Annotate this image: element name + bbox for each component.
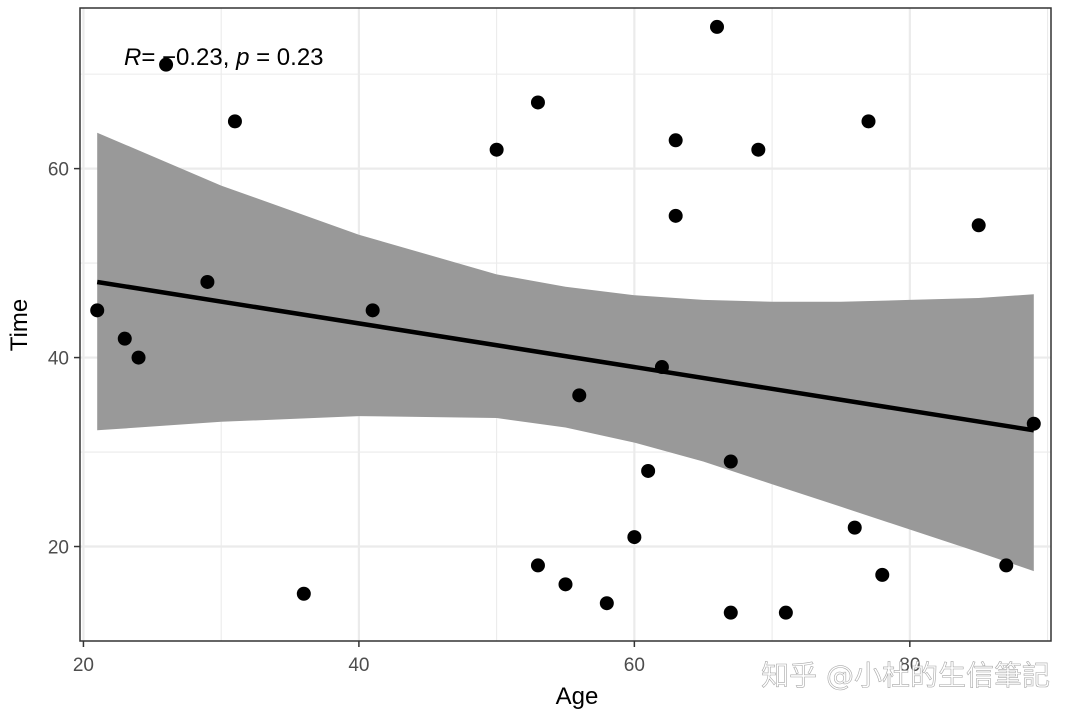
data-point [131, 350, 146, 365]
data-point [641, 463, 656, 478]
data-point [778, 605, 793, 620]
data-point [847, 520, 862, 535]
data-point [572, 388, 587, 403]
data-point [627, 530, 642, 545]
x-tick-label: 80 [899, 655, 920, 676]
data-point [723, 454, 738, 469]
data-point [710, 19, 725, 34]
data-point [668, 133, 683, 148]
r-value: = −0.23, [141, 44, 236, 71]
data-points [90, 19, 1041, 620]
watermark-text: 知乎 @小杜的生信筆記 [761, 659, 1050, 692]
data-point [558, 577, 573, 592]
regression-line [96, 279, 1035, 433]
data-point [159, 57, 174, 72]
data-point [861, 114, 876, 129]
data-point [200, 274, 215, 289]
correlation-annotation: R= −0.23, p = 0.23 [124, 44, 324, 71]
data-point [489, 142, 504, 157]
data-point [530, 95, 545, 110]
data-point [751, 142, 766, 157]
x-tick-label: 40 [348, 655, 369, 676]
data-point [599, 596, 614, 611]
x-axis-title: Age [556, 683, 599, 710]
x-tick-label: 20 [73, 655, 94, 676]
axis-ticks: 20 40 60 80 20 40 60 [48, 160, 921, 676]
data-point [723, 605, 738, 620]
data-point [296, 586, 311, 601]
data-point [668, 208, 683, 223]
data-point [90, 303, 105, 318]
data-point [971, 218, 986, 233]
x-tick-label: 60 [624, 655, 645, 676]
y-tick-label: 60 [48, 160, 69, 181]
data-point [530, 558, 545, 573]
p-label: p [235, 44, 249, 71]
data-point [1026, 416, 1041, 431]
y-tick-label: 40 [48, 349, 69, 370]
y-tick-label: 20 [48, 538, 69, 559]
data-point [365, 303, 380, 318]
confidence-band [97, 132, 1034, 572]
data-point [875, 567, 890, 582]
data-point [227, 114, 242, 129]
data-point [654, 360, 669, 375]
data-point [999, 558, 1014, 573]
panel-border [79, 7, 1052, 642]
r-label: R [124, 44, 141, 71]
p-value: = 0.23 [249, 44, 323, 71]
y-axis-title: Time [6, 299, 33, 351]
data-point [117, 331, 132, 346]
